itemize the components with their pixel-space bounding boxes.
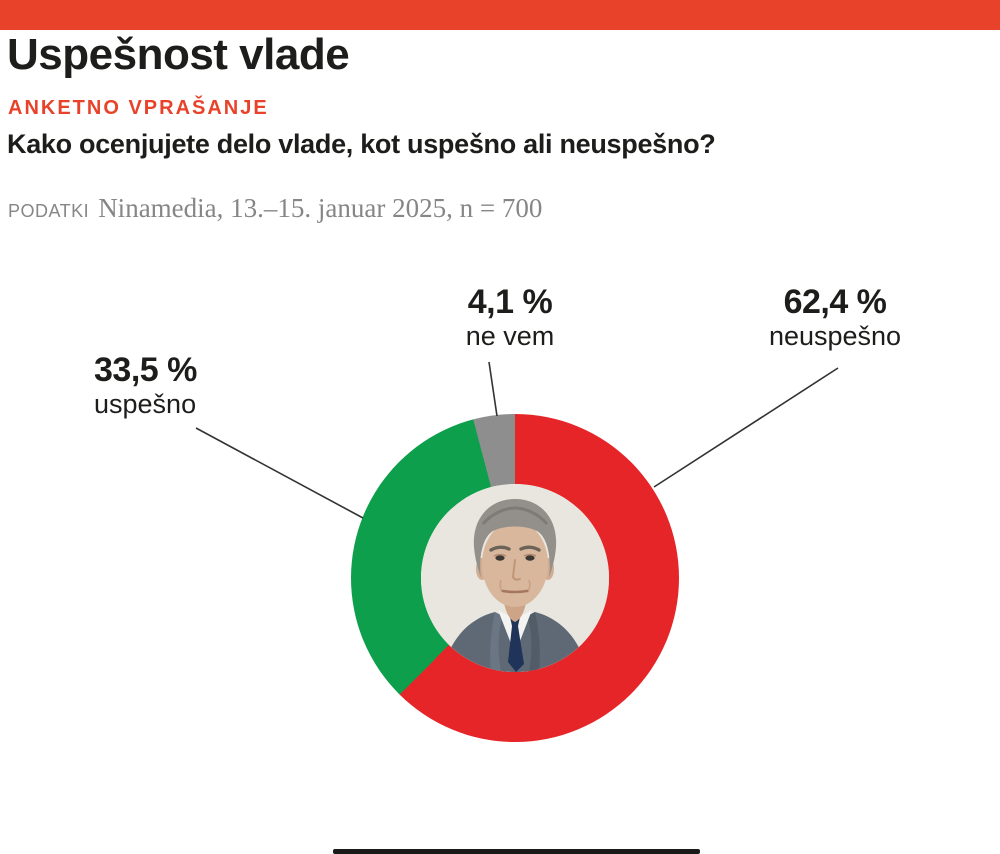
kicker-survey-question-label: ANKETNO VPRAŠANJE: [8, 97, 269, 119]
page-title: Uspešnost vlade: [7, 30, 350, 79]
data-source-text: Ninamedia, 13.–15. januar 2025, n = 700: [98, 193, 543, 223]
callout-uspesno-value: 33,5 %: [94, 351, 197, 389]
survey-question-text: Kako ocenjujete delo vlade, kot uspešno …: [7, 129, 716, 159]
center-portrait-photo: [421, 484, 609, 672]
callout-uspesno: 33,5 % uspešno: [94, 351, 197, 420]
callout-neuspesno-label: neuspešno: [768, 321, 902, 351]
data-source-line: PODATKI Ninamedia, 13.–15. januar 2025, …: [8, 193, 542, 224]
callout-ne-vem-value: 4,1 %: [467, 283, 553, 321]
callout-neuspesno: 62,4 % neuspešno: [749, 283, 921, 352]
callout-neuspesno-value: 62,4 %: [783, 283, 887, 321]
data-source-label: PODATKI: [8, 201, 90, 221]
callout-ne-vem: 4,1 % ne vem: [424, 283, 596, 352]
leader-line-ne-vem: [488, 361, 498, 417]
portrait-man-in-suit-illustration: [421, 484, 609, 672]
bottom-indicator-bar: [333, 849, 700, 854]
callout-uspesno-label: uspešno: [94, 389, 197, 419]
leader-line-uspesno: [195, 427, 364, 519]
leader-line-neuspesno: [653, 367, 839, 488]
top-accent-bar: [0, 0, 1000, 30]
callout-ne-vem-label: ne vem: [465, 321, 555, 351]
